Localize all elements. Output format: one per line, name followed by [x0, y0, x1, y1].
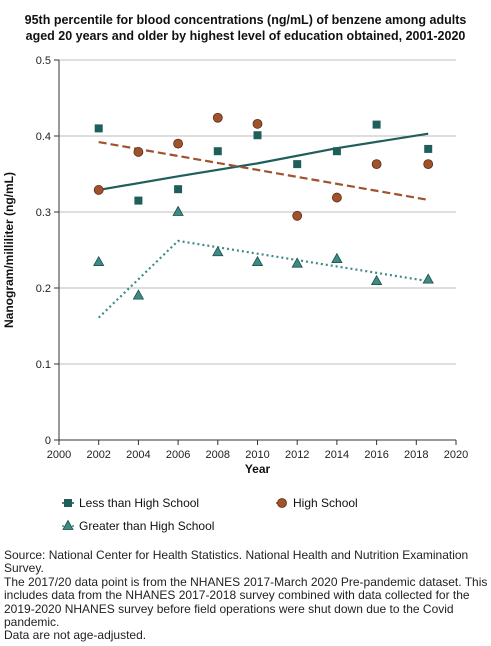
trend-line-1 [98, 140, 429, 201]
x-axis-label: Year [245, 462, 271, 476]
y-tick-label: 0.1 [36, 359, 51, 371]
data-point-triangle [331, 252, 343, 264]
x-tick-label: 2010 [245, 449, 269, 461]
source-notes: Source: National Center for Health Stati… [4, 548, 490, 643]
chart-title-line-1: 95th percentile for blood concentrations… [24, 13, 467, 27]
data-point-triangle [291, 257, 303, 268]
scatter-chart: 0 0.1 0.2 0.3 0.4 0.5 2000 2002 2004 2006 2008 2010… [2, 55, 468, 533]
data-point-square [213, 147, 222, 156]
x-tick-label: 2018 [404, 449, 428, 461]
data-point-square [174, 185, 183, 194]
x-tick-label: 2000 [47, 449, 71, 461]
data-point-triangle [132, 289, 145, 300]
data-point-triangle [172, 205, 184, 216]
data-point-circle [93, 185, 104, 195]
x-tick-label: 2020 [444, 449, 468, 461]
chart-title-line-2: aged 20 years and older by highest level… [25, 29, 466, 43]
source-line: Source: National Center for Health Stati… [4, 548, 469, 576]
data-point-circle [371, 159, 382, 170]
x-tick-label: 2002 [86, 449, 110, 461]
data-point-circle [252, 118, 263, 129]
data-point-triangle [93, 255, 105, 267]
data-point-triangle [212, 245, 224, 257]
data-point-triangle [370, 274, 383, 286]
chart-title: 95th percentile for blood concentrations… [0, 12, 491, 44]
data-point-circle [212, 112, 223, 123]
data-point-square [134, 196, 143, 205]
age-adjust-note: Data are not age-adjusted. [4, 628, 147, 643]
data-point-circle [173, 138, 184, 149]
data-point-square [253, 131, 262, 140]
legend-label: Less than High School [79, 496, 199, 510]
legend-marker-triangle [62, 519, 74, 530]
data-point-circle [423, 159, 434, 170]
dataset-note: The 2017/20 data point is from the NHANE… [4, 574, 488, 630]
y-tick-label: 0.3 [36, 207, 51, 219]
data-point-square [372, 120, 381, 129]
y-axis-label: Nanogram/milliliter (ng/mL) [2, 172, 16, 328]
legend-label: High School [293, 496, 358, 510]
data-point-circle [133, 147, 144, 157]
trend-line-0 [98, 132, 429, 192]
data-point-square [424, 144, 433, 153]
data-point-circle [292, 210, 303, 221]
x-tick-label: 2008 [206, 449, 230, 461]
y-tick-label: 0.5 [36, 55, 51, 67]
x-tick-label: 2004 [126, 449, 150, 461]
data-point-square [332, 147, 341, 156]
legend-label: Greater than High School [79, 519, 214, 533]
x-tick-label: 2012 [285, 449, 309, 461]
legend-marker-square [64, 499, 72, 507]
data-point-triangle [251, 255, 264, 267]
data-point-square [293, 160, 302, 169]
x-tick-label: 2016 [364, 449, 388, 461]
legend-marker-circle [277, 498, 287, 508]
data-point-square [94, 124, 103, 133]
data-point-circle [331, 192, 342, 203]
x-tick-label: 2006 [166, 449, 190, 461]
y-tick-label: 0 [45, 435, 51, 447]
x-tick-label: 2014 [325, 449, 349, 461]
trend-line-2 [97, 239, 429, 319]
data-point-triangle [422, 273, 434, 284]
y-tick-label: 0.4 [36, 131, 51, 143]
y-tick-label: 0.2 [36, 283, 51, 295]
